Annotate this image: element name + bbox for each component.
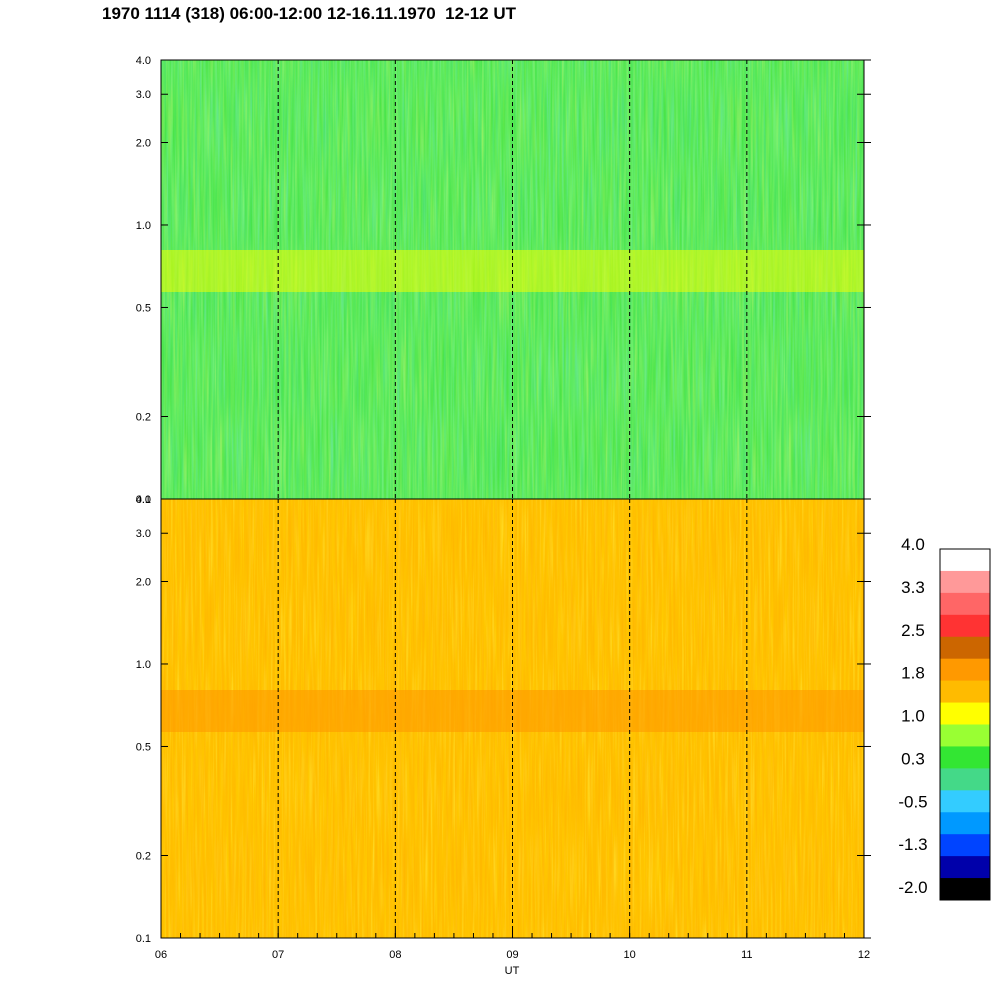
colorbar-label: 4.0: [901, 535, 925, 554]
upper-y-tick-label: 3.0: [136, 89, 151, 101]
lower-y-tick-label: 3.0: [136, 528, 151, 540]
lower-y-tick-label: 1.0: [136, 659, 151, 671]
x-axis: 06 07 08 09 10 11 12: [155, 930, 870, 961]
colorbar-cell: [940, 768, 990, 791]
colorbar-label: -2.0: [898, 878, 927, 897]
colorbar-label: 3.3: [901, 578, 925, 597]
colorbar-cell: [940, 636, 990, 660]
colorbar-cell: [940, 658, 990, 682]
colorbar-labels: 4.0 3.3 2.5 1.8 1.0 0.3 -0.5 -1.3 -2.0: [898, 535, 927, 897]
lower-panel: 0.1 0.2 0.5 1.0 2.0 3.0 4.0: [136, 494, 871, 945]
upper-y-tick-label: 0.1: [136, 494, 151, 506]
x-tick-label: 12: [858, 949, 870, 961]
x-axis-label: UT: [505, 965, 520, 977]
colorbar-cell: [940, 724, 990, 747]
colorbar-cell: [940, 592, 990, 616]
lower-y-tick-label: 2.0: [136, 576, 151, 588]
upper-vertical-markers: [277, 60, 748, 499]
upper-y-tick-label: 4.0: [136, 55, 151, 67]
lower-y-tick-label: 0.5: [136, 741, 151, 753]
colorbar-label: 1.8: [901, 664, 925, 683]
upper-y-axis: 0.1 0.2 0.5 1.0 2.0 3.0 4.0: [136, 55, 871, 506]
colorbar-label: 1.0: [901, 707, 925, 726]
lower-y-axis: 0.1 0.2 0.5 1.0 2.0 3.0 4.0: [136, 494, 871, 945]
colorbar-cell: [940, 702, 990, 725]
lower-y-tick-label: 4.0: [136, 494, 151, 506]
x-tick-label: 07: [272, 949, 284, 961]
upper-panel: 0.1 0.2 0.5 1.0 2.0 3.0 4.0: [136, 55, 871, 506]
colorbar-cell: [940, 746, 990, 769]
colorbar-cell: [940, 549, 990, 572]
colorbar-cells: [940, 549, 990, 901]
colorbar-label: -0.5: [898, 792, 927, 811]
colorbar-label: 0.3: [901, 749, 925, 768]
upper-y-tick-label: 2.0: [136, 137, 151, 149]
colorbar-cell: [940, 614, 990, 638]
colorbar-cell: [940, 790, 990, 813]
upper-y-tick-label: 1.0: [136, 220, 151, 232]
x-tick-label: 09: [506, 949, 518, 961]
x-tick-label: 08: [389, 949, 401, 961]
upper-y-tick-label: 0.5: [136, 302, 151, 314]
chart-title: 1970 1114 (318) 06:00-12:00 12-16.11.197…: [102, 4, 516, 23]
colorbar-frame: [939, 548, 991, 901]
colorbar-cell: [940, 878, 990, 901]
colorbar-cell: [940, 680, 990, 704]
colorbar-cell: [940, 834, 990, 857]
colorbar: 4.0 3.3 2.5 1.8 1.0 0.3 -0.5 -1.3 -2.0: [898, 535, 991, 901]
x-tick-label: 06: [155, 949, 167, 961]
x-tick-label: 11: [741, 949, 752, 961]
lower-y-tick-label: 0.2: [136, 851, 151, 863]
colorbar-cell: [940, 812, 990, 835]
lower-vertical-markers: [277, 499, 748, 938]
x-tick-label: 10: [624, 949, 636, 961]
colorbar-cell: [940, 570, 990, 594]
colorbar-label: -1.3: [898, 835, 927, 854]
colorbar-label: 2.5: [901, 621, 925, 640]
colorbar-cell: [940, 856, 990, 879]
lower-y-tick-label: 0.1: [136, 933, 151, 945]
upper-y-tick-label: 0.2: [136, 412, 151, 424]
